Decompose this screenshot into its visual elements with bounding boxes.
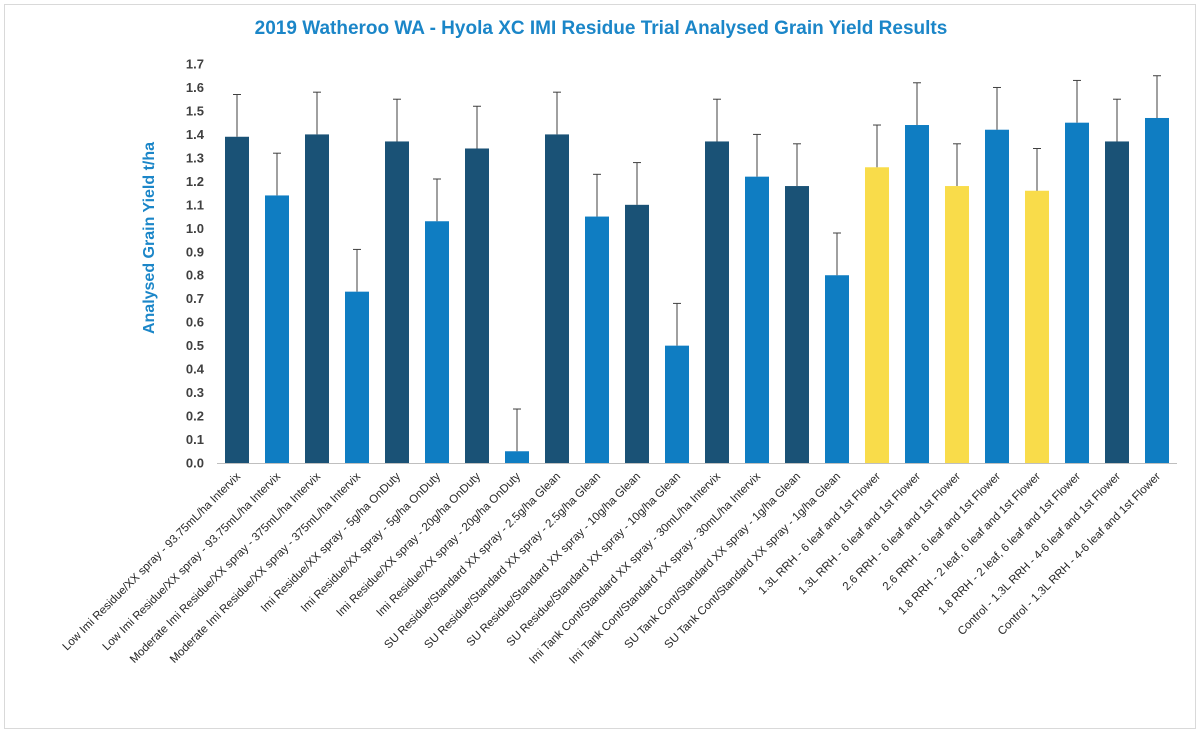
y-tick-label: 0.4 (186, 362, 205, 377)
bar (305, 134, 329, 463)
bar (225, 136, 249, 463)
bar (1065, 122, 1089, 464)
x-tick-label: 1.8 RRH - 2 leaf, 6 leaf and 1st Flower (936, 471, 1083, 618)
y-tick-label: 0.3 (186, 385, 204, 400)
bar (945, 186, 969, 464)
y-tick-label: 1.1 (186, 197, 204, 212)
y-tick-label: 0.8 (186, 268, 204, 283)
x-tick-label: 1.8 RRH - 2 leaf, 6 leaf and 1st Flower (896, 471, 1043, 618)
x-tick-label: Imi Residue/XX spray - 20g/ha OnDuty (335, 470, 484, 619)
y-tick-label: 0.6 (186, 315, 204, 330)
x-tick-label: Low Imi Residue/XX spray - 93.75mL/ha In… (101, 470, 284, 653)
bar (1145, 117, 1169, 463)
y-tick-label: 1.0 (186, 221, 204, 236)
bar (705, 141, 729, 463)
y-tick-label: 1.5 (186, 103, 204, 118)
y-tick-label: 1.2 (186, 174, 204, 189)
bar (865, 167, 889, 463)
x-tick-label: Imi Residue/XX spray - 20g/ha OnDuty (375, 470, 524, 619)
y-tick-label: 0.9 (186, 244, 204, 259)
bar (345, 291, 369, 463)
y-tick-label: 1.3 (186, 150, 204, 165)
y-tick-label: 0.0 (186, 456, 204, 471)
y-tick-label: 0.7 (186, 291, 204, 306)
bar (505, 451, 529, 463)
bar (425, 221, 449, 463)
bar (625, 204, 649, 463)
bar (265, 195, 289, 463)
bar (385, 141, 409, 463)
chart-title: 2019 Watheroo WA - Hyola XC IMI Residue … (254, 18, 948, 39)
bar (825, 275, 849, 463)
y-tick-label: 1.7 (186, 57, 204, 72)
bar (465, 148, 489, 464)
x-tick-label: Imi Tank Cont/Standard XX spray - 30mL/h… (527, 470, 723, 666)
x-tick-label: Imi Tank Cont/Standard XX spray - 30mL/h… (567, 470, 763, 666)
bar (905, 125, 929, 464)
bar (665, 345, 689, 463)
bar (985, 129, 1009, 463)
x-tick-label: Imi Residue/XX spray - 5g/ha OnDuty (299, 470, 443, 614)
y-tick-label: 1.6 (186, 80, 204, 95)
bar (745, 176, 769, 463)
x-tick-label: Imi Residue/XX spray - 5g/ha OnDuty (259, 470, 403, 614)
y-tick-label: 0.1 (186, 432, 204, 447)
y-tick-label: 1.4 (186, 127, 205, 142)
x-tick-label: Moderate Imi Residue/XX spray - 375mL/ha… (168, 470, 363, 665)
bar (585, 216, 609, 463)
bar (785, 186, 809, 464)
x-tick-label: Moderate Imi Residue/XX spray - 375mL/ha… (128, 470, 323, 665)
bar (545, 134, 569, 463)
y-tick-label: 0.2 (186, 409, 204, 424)
y-tick-label: 0.5 (186, 338, 204, 353)
bar (1105, 141, 1129, 463)
bar (1025, 190, 1049, 464)
